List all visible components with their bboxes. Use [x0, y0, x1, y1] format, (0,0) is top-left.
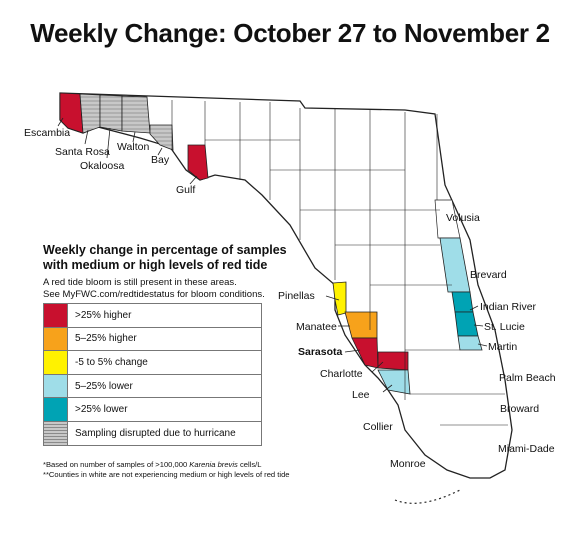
legend-swatch — [44, 304, 68, 327]
legend-swatch — [44, 327, 68, 351]
label-walton: Walton — [117, 141, 149, 153]
legend-note: A red tide bloom is still present in the… — [43, 277, 303, 301]
legend-swatch — [44, 421, 68, 445]
legend-note-line1: A red tide bloom is still present in the… — [43, 277, 237, 288]
label-leader-lines — [57, 117, 488, 393]
label-bay: Bay — [151, 154, 170, 166]
label-escambia: Escambia — [24, 127, 70, 139]
legend-label: 5–25% higher — [75, 333, 137, 345]
county-pinellas — [332, 281, 347, 316]
county-walton — [121, 95, 151, 134]
florida-keys — [394, 489, 461, 504]
map-title: Weekly Change: October 27 to November 2 — [30, 18, 550, 48]
county-martin — [457, 335, 483, 351]
legend-label: >25% higher — [75, 309, 132, 321]
legend-title: Weekly change in percentage of samples w… — [43, 243, 287, 272]
label-manatee: Manatee — [296, 321, 337, 333]
label-okaloosa: Okaloosa — [80, 160, 125, 172]
county-santa-rosa — [79, 93, 101, 134]
label-charlotte: Charlotte — [320, 368, 363, 380]
label-miami-dade: Miami-Dade — [498, 443, 555, 455]
legend-swatch — [44, 398, 68, 421]
label-martin: Martin — [488, 341, 517, 353]
label-brevard: Brevard — [470, 269, 507, 281]
label-gulf: Gulf — [176, 184, 195, 196]
legend-label: >25% lower — [75, 404, 128, 416]
legend-note-line2: See MyFWC.com/redtidestatus for bloom co… — [43, 289, 265, 300]
county-borders — [171, 100, 508, 426]
legend-table: >25% higher 5–25% higher -5 to 5% change… — [43, 303, 262, 446]
footnote-1-suffix: cells/L — [237, 460, 262, 469]
legend-label: -5 to 5% change — [75, 356, 148, 368]
label-sarasota: Sarasota — [298, 346, 343, 358]
footnote-1-species: Karenia brevis — [189, 460, 238, 469]
legend-swatch — [44, 351, 68, 374]
legend-item: -5 to 5% change — [43, 350, 262, 374]
label-pinellas: Pinellas — [278, 290, 315, 302]
footnote-1: *Based on number of samples of >100,000 … — [43, 460, 343, 470]
label-indian-river: Indian River — [480, 301, 537, 313]
legend-item: >25% lower — [43, 397, 262, 421]
legend-item: Sampling disrupted due to hurricane — [43, 420, 262, 446]
county-bay — [149, 124, 174, 151]
legend-item: 5–25% higher — [43, 326, 262, 351]
label-st-lucie: St. Lucie — [484, 321, 525, 333]
label-palm-beach: Palm Beach — [499, 372, 556, 384]
legend-label: Sampling disrupted due to hurricane — [75, 427, 236, 439]
footnote-1-prefix: *Based on number of samples of >100,000 — [43, 460, 190, 469]
legend-label: 5–25% lower — [75, 380, 133, 392]
county-gulf — [187, 144, 209, 181]
label-santa-rosa: Santa Rosa — [55, 146, 110, 158]
legend-swatch — [44, 374, 68, 398]
footnote-2: **Counties in white are not experiencing… — [43, 470, 290, 479]
county-charlotte — [377, 351, 409, 371]
label-monroe: Monroe — [390, 458, 426, 470]
label-broward: Broward — [500, 403, 539, 415]
footnotes: *Based on number of samples of >100,000 … — [43, 460, 343, 480]
county-sarasota — [351, 337, 379, 369]
legend-item: 5–25% lower — [43, 373, 262, 398]
legend-item: >25% higher — [43, 303, 262, 327]
county-indian-river — [451, 291, 474, 313]
label-lee: Lee — [352, 389, 370, 401]
county-escambia — [59, 92, 84, 134]
label-collier: Collier — [363, 421, 393, 433]
county-okaloosa — [99, 94, 123, 132]
label-volusia: Volusia — [446, 212, 480, 224]
